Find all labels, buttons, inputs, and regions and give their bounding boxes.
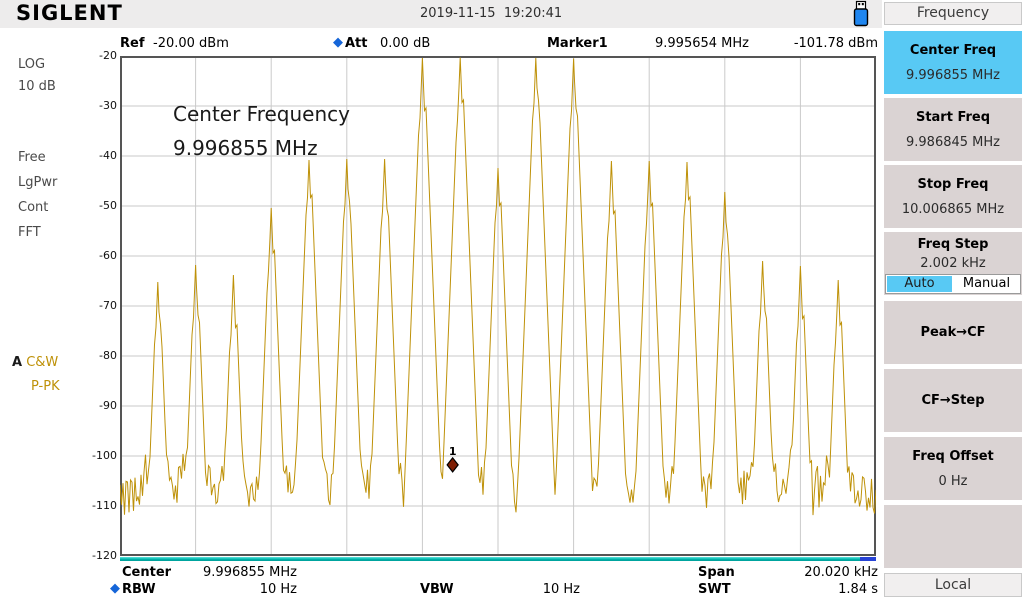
swt-label: SWT <box>698 582 731 597</box>
softkey-value: 10.006865 MHz <box>901 201 1005 217</box>
y-axis-tick-label: -60 <box>99 249 117 262</box>
softkey-label: Freq Step <box>917 237 989 252</box>
softkey-stop-freq[interactable]: Stop Freq 10.006865 MHz <box>884 165 1022 228</box>
softkey-label: Start Freq <box>915 109 991 125</box>
vbw-label: VBW <box>420 582 454 597</box>
y-axis-tick-label: -80 <box>99 349 117 362</box>
softkey-label: Freq Offset <box>912 448 994 464</box>
y-axis-tick-label: -40 <box>99 149 117 162</box>
att-value: 0.00 dB <box>380 36 431 51</box>
toggle-manual[interactable]: Manual <box>954 276 1019 292</box>
trigger-free-label: Free <box>18 150 46 165</box>
y-axis-tick-label: -120 <box>92 549 117 562</box>
y-axis-tick-label: -100 <box>92 449 117 462</box>
center-frequency-annotation-title: Center Frequency <box>173 102 350 126</box>
y-axis-tick-label: -70 <box>99 299 117 312</box>
trace-letter: A <box>12 355 23 370</box>
center-label: Center <box>122 565 172 580</box>
right-softkey-menu: Frequency Center Freq 9.996855 MHz Start… <box>882 0 1024 600</box>
top-bar: SIGLENT 2019-11-15 19:20:41 <box>0 0 882 28</box>
softkey-label: Stop Freq <box>917 176 989 192</box>
softkey-center-freq[interactable]: Center Freq 9.996855 MHz <box>884 31 1022 94</box>
auto-manual-toggle: Auto Manual <box>885 274 1021 294</box>
datetime-display: 2019-11-15 19:20:41 <box>420 6 563 21</box>
trace-status: A C&W <box>12 355 58 370</box>
rbw-value: 10 Hz <box>259 582 297 597</box>
softkey-cf-to-step[interactable]: CF→Step <box>884 369 1022 432</box>
softkey-value: 9.986845 MHz <box>906 134 1000 150</box>
y-axis-tick-label: -50 <box>99 199 117 212</box>
center-frequency-annotation-value: 9.996855 MHz <box>173 136 318 160</box>
local-button[interactable]: Local <box>884 573 1022 597</box>
marker-1-diamond[interactable] <box>446 456 459 473</box>
spectrum-trace <box>119 57 877 516</box>
att-label: Att <box>345 36 368 51</box>
detector-label: P-PK <box>31 379 60 394</box>
spectrum-plot: 1 Center Frequency 9.996855 MHz <box>119 56 877 556</box>
softkey-freq-offset[interactable]: Freq Offset 0 Hz <box>884 437 1022 500</box>
softkey-blank[interactable] <box>884 505 1022 568</box>
softkey-value: 2.002 kHz <box>920 256 986 271</box>
marker-readout-freq: 9.995654 MHz <box>655 36 749 51</box>
scale-per-div-label: 10 dB <box>18 79 56 94</box>
att-diamond-icon: ◆ <box>333 35 343 50</box>
usb-device-icon <box>853 0 869 27</box>
softkey-freq-step[interactable]: Freq Step 2.002 kHz Auto Manual <box>884 232 1022 295</box>
softkey-label: Peak→CF <box>920 325 986 340</box>
lgpwr-label: LgPwr <box>18 175 58 190</box>
brand-logo: SIGLENT <box>16 1 123 25</box>
fft-label: FFT <box>18 225 41 240</box>
softkey-value: 9.996855 MHz <box>906 67 1000 83</box>
swt-value: 1.84 s <box>838 582 878 597</box>
softkey-label: CF→Step <box>921 393 985 408</box>
softkey-start-freq[interactable]: Start Freq 9.986845 MHz <box>884 98 1022 161</box>
sweep-progress-bar <box>120 557 876 561</box>
span-label: Span <box>698 565 735 580</box>
sweep-cont-label: Cont <box>18 200 49 215</box>
trace-type-label: C&W <box>26 355 59 370</box>
vbw-value: 10 Hz <box>542 582 580 597</box>
marker-readout-ampl: -101.78 dBm <box>793 36 878 51</box>
softkey-value: 0 Hz <box>938 473 968 489</box>
center-value: 9.996855 MHz <box>203 565 297 580</box>
amplitude-scale-label: LOG <box>18 57 46 72</box>
y-axis-tick-label: -30 <box>99 99 117 112</box>
marker-readout-label: Marker1 <box>547 36 608 51</box>
marker-1-label: 1 <box>449 445 457 458</box>
ref-label: Ref <box>120 36 145 51</box>
y-axis-tick-label: -20 <box>99 49 117 62</box>
rbw-diamond-icon: ◆ <box>110 581 120 596</box>
ref-value: -20.00 dBm <box>153 36 229 51</box>
softkey-peak-to-cf[interactable]: Peak→CF <box>884 301 1022 364</box>
y-axis-tick-label: -90 <box>99 399 117 412</box>
sweep-progress-cap <box>860 557 876 561</box>
softkey-label: Center Freq <box>909 42 997 58</box>
toggle-auto[interactable]: Auto <box>887 276 952 292</box>
rbw-label: RBW <box>122 582 156 597</box>
y-axis-tick-label: -110 <box>92 499 117 512</box>
plot-border <box>120 56 876 556</box>
span-value: 20.020 kHz <box>804 565 878 580</box>
menu-title-frequency[interactable]: Frequency <box>884 2 1022 25</box>
